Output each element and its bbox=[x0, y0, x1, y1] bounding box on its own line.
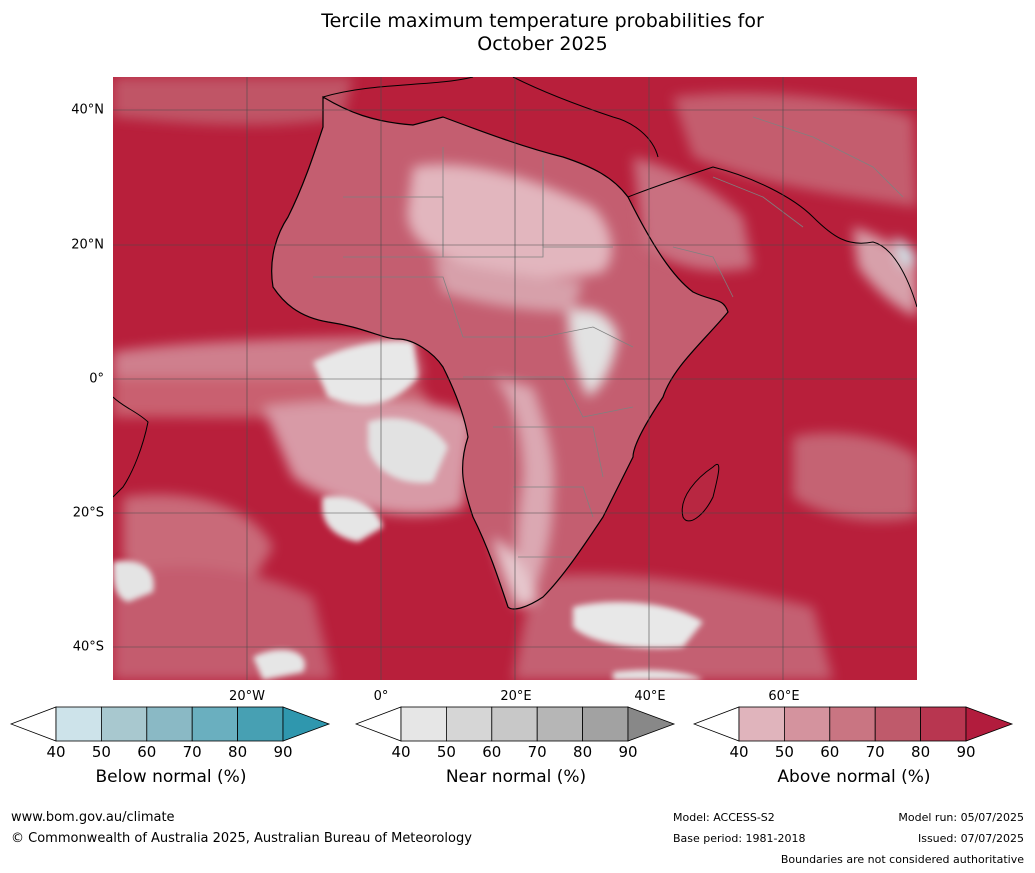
lon-label-60e: 60°E bbox=[768, 689, 800, 704]
colorbar-above-normal-title: Above normal (%) bbox=[777, 767, 931, 787]
colorbar-tick-label: 60 bbox=[137, 743, 157, 761]
map-title: Tercile maximum temperature probabilitie… bbox=[0, 10, 1035, 56]
coastline bbox=[271, 95, 729, 610]
colorbar-below-normal-title: Below normal (%) bbox=[95, 767, 247, 787]
colorbar-segment bbox=[920, 706, 967, 742]
lat-label-20n: 20°N bbox=[71, 237, 104, 253]
colorbar-tick-label: 70 bbox=[527, 743, 547, 761]
map-svg bbox=[113, 77, 917, 680]
colorbar-tick-label: 70 bbox=[865, 743, 885, 761]
colorbar-near-normal bbox=[355, 706, 676, 742]
colorbar-segment bbox=[491, 706, 538, 742]
model-run-date: Model run: 05/07/2025 bbox=[898, 811, 1024, 824]
colorbar-tick-label: 50 bbox=[436, 743, 456, 761]
colorbar-segment bbox=[738, 706, 785, 742]
colorbar-tick-label: 90 bbox=[618, 743, 638, 761]
issued-date: Issued: 07/07/2025 bbox=[917, 832, 1024, 845]
colorbar-upper-extend bbox=[965, 706, 1014, 742]
lat-label-0: 0° bbox=[89, 371, 104, 387]
colorbar-tick-label: 40 bbox=[391, 743, 411, 761]
colorbar-tick-label: 60 bbox=[820, 743, 840, 761]
colorbar-upper-extend bbox=[627, 706, 676, 742]
lat-label-20s: 20°S bbox=[72, 505, 104, 521]
lon-label-40e: 40°E bbox=[634, 689, 666, 704]
lat-label-40s: 40°S bbox=[72, 639, 104, 655]
africa-landmass bbox=[271, 97, 728, 609]
colorbar-segment bbox=[582, 706, 629, 742]
colorbar-tick-label: 60 bbox=[482, 743, 502, 761]
colorbar-tick-label: 80 bbox=[573, 743, 593, 761]
colorbar-above-normal bbox=[693, 706, 1014, 742]
colorbar-segment bbox=[191, 706, 238, 742]
graticule bbox=[113, 77, 917, 680]
colorbar-tick-label: 90 bbox=[956, 743, 976, 761]
title-line-1: Tercile maximum temperature probabilitie… bbox=[321, 10, 764, 32]
colorbar-segment bbox=[829, 706, 876, 742]
colorbar-tick-label: 80 bbox=[228, 743, 248, 761]
colorbar-segment bbox=[536, 706, 583, 742]
colorbar-tick-label: 90 bbox=[273, 743, 293, 761]
colorbar-lower-extend bbox=[10, 706, 57, 742]
colorbar-segment bbox=[784, 706, 831, 742]
madagascar bbox=[681, 464, 720, 522]
colorbar-tick-label: 50 bbox=[774, 743, 794, 761]
colorbar-segment bbox=[400, 706, 447, 742]
title-line-2: October 2025 bbox=[477, 33, 608, 55]
colorbar-tick-label: 40 bbox=[729, 743, 749, 761]
south-america-coastline bbox=[113, 396, 149, 498]
lon-label-20w: 20°W bbox=[229, 689, 265, 704]
colorbar-tick-label: 80 bbox=[911, 743, 931, 761]
colorbar-tick-label: 50 bbox=[91, 743, 111, 761]
colorbar-tick-label: 70 bbox=[182, 743, 202, 761]
arabia-coastline bbox=[627, 166, 917, 308]
colorbar-lower-extend bbox=[355, 706, 402, 742]
colorbar-segment bbox=[874, 706, 921, 742]
near-normal-patches bbox=[113, 341, 703, 680]
colorbar-near-normal-title: Near normal (%) bbox=[445, 767, 587, 787]
colorbar-segment bbox=[146, 706, 193, 742]
asia-patches bbox=[633, 157, 917, 317]
colorbar-segment bbox=[237, 706, 284, 742]
website-link[interactable]: www.bom.gov.au/climate bbox=[11, 810, 175, 825]
colorbar-upper-extend bbox=[282, 706, 331, 742]
base-period: Base period: 1981-2018 bbox=[673, 832, 806, 845]
mediterranean-coastline bbox=[322, 77, 659, 158]
colorbar-below-normal bbox=[10, 706, 331, 742]
lon-label-0: 0° bbox=[373, 689, 389, 704]
probability-map bbox=[113, 77, 917, 680]
lat-label-40n: 40°N bbox=[71, 102, 104, 118]
colorbar-lower-extend bbox=[693, 706, 740, 742]
country-boundaries bbox=[313, 116, 904, 558]
model-name: Model: ACCESS-S2 bbox=[673, 811, 775, 824]
colorbar-segment bbox=[446, 706, 493, 742]
copyright-text: © Commonwealth of Australia 2025, Austra… bbox=[11, 831, 472, 846]
boundaries-disclaimer: Boundaries are not considered authoritat… bbox=[780, 853, 1024, 866]
colorbar-tick-label: 40 bbox=[46, 743, 66, 761]
colorbar-segment bbox=[55, 706, 102, 742]
lon-label-20e: 20°E bbox=[500, 689, 532, 704]
colorbar-segment bbox=[101, 706, 148, 742]
